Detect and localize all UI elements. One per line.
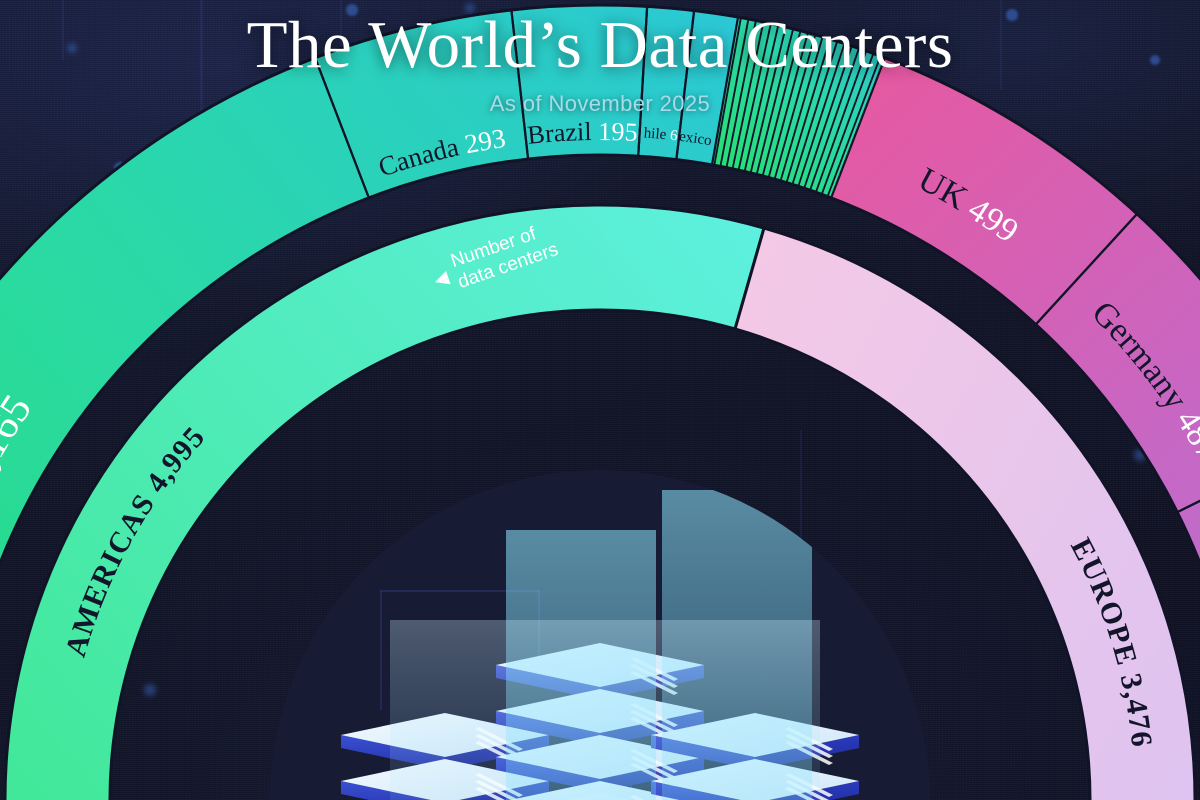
region-segment-americas [3, 203, 766, 800]
triangle-left-icon [435, 270, 451, 285]
circuit-line [200, 0, 203, 150]
country-label: Brazil 195 [526, 117, 638, 150]
circuit-line [1000, 0, 1002, 90]
europe-outer-band [831, 57, 1200, 800]
background-dot [144, 684, 156, 696]
background-dot [465, 3, 475, 13]
background-dot [1006, 9, 1018, 21]
page-subtitle: As of November 2025 [489, 91, 711, 116]
background-dot [346, 4, 358, 16]
background-dot [67, 43, 77, 53]
circuit-line [62, 0, 64, 60]
header: The World’s Data Centers As of November … [0, 0, 1200, 117]
outer-ring-outline [0, 3, 1200, 568]
region-segment-europe [733, 226, 1197, 800]
background-dot [1150, 55, 1160, 65]
americas-outer-band [0, 5, 739, 800]
page-title: The World’s Data Centers [246, 8, 954, 82]
circuit-line [800, 430, 802, 540]
